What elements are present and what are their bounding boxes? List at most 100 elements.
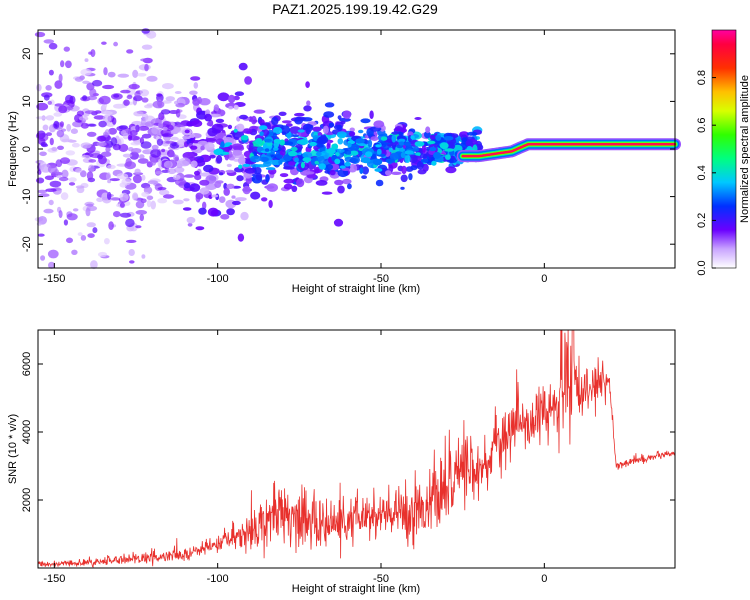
spectrogram-core-blob [316, 151, 322, 157]
spectrogram-blob [127, 147, 134, 152]
spectrogram-blob [44, 175, 55, 181]
spectrogram-blob [123, 99, 130, 106]
spectrogram-blob [101, 41, 107, 45]
spectrogram-core-blob [385, 158, 396, 164]
spectrogram-blob [400, 174, 408, 183]
spectrogram-core-blob [233, 128, 238, 133]
spectrogram-blob [66, 213, 78, 221]
spectrogram-blob [337, 185, 345, 194]
spectrogram-blob [360, 118, 371, 124]
spectrogram-blob [107, 164, 116, 170]
spectrogram-blob [217, 92, 230, 102]
spectrogram-blob [80, 122, 89, 129]
spectrogram-blob [279, 125, 291, 135]
colorbar-tick-label: 0.2 [696, 213, 708, 228]
spectrogram-blob [35, 116, 48, 120]
spectrogram-blob [146, 195, 154, 201]
spectrogram-blob [51, 146, 58, 152]
spectrogram-blob [80, 142, 92, 149]
spectrogram-blob [367, 139, 373, 148]
spectrogram-blob [369, 110, 374, 119]
spectrogram-blob [205, 182, 217, 191]
spectrogram-blob [140, 58, 149, 62]
spectrogram-blob [47, 165, 58, 174]
spectrogram-blob [244, 167, 256, 174]
spectrogram-x-tick-label: -50 [373, 273, 389, 285]
spectrogram-blob [297, 129, 305, 133]
spectrogram-y-ticks: -20 -10 0 10 20 [21, 48, 675, 252]
spectrogram-blob [294, 112, 305, 117]
spectrogram-blob [60, 157, 70, 165]
spectrogram-blob [315, 180, 328, 186]
spectrogram-blob [170, 136, 179, 141]
spectrogram-blob [135, 225, 142, 229]
spectrogram-blob [445, 166, 457, 174]
spectrogram-blob [82, 80, 90, 85]
spectrogram-blob [118, 125, 128, 130]
spectrogram-blob [53, 112, 62, 117]
spectrogram-blob [105, 146, 111, 153]
spectrogram-core-blob [398, 141, 405, 146]
spectrogram-blob [250, 191, 261, 200]
spectrogram-core-blob [255, 138, 263, 145]
spectrogram-core-blob [288, 150, 298, 157]
spectrogram-blob [220, 214, 230, 220]
spectrogram-core-blob [398, 138, 406, 143]
spectrogram-blob [195, 226, 205, 231]
spectrogram-core-blob [240, 135, 249, 141]
spectrogram-blob [226, 208, 235, 216]
spectrogram-blob [214, 181, 222, 188]
spectrogram-blob [66, 123, 72, 132]
spectrogram-blob [103, 111, 113, 115]
spectrogram-blob [141, 174, 146, 181]
spectrogram-blob [349, 127, 355, 133]
spectrogram-blob [104, 238, 110, 245]
spectrogram-blob [116, 203, 122, 208]
spectrogram-blob [237, 233, 245, 242]
spectrogram-core-blob [358, 143, 367, 147]
spectrogram-blob [182, 207, 192, 211]
spectrogram-blob [71, 142, 80, 148]
spectrogram-blob [199, 187, 210, 195]
spectrogram-blob [255, 164, 268, 168]
spectrogram-blob [342, 178, 352, 185]
spectrogram-core-blob [259, 125, 268, 130]
spectrogram-core-blob [300, 161, 305, 169]
spectrogram-y-label: Frequency (Hz) [7, 111, 19, 187]
spectrogram-blob [45, 188, 57, 192]
spectrogram-blob [182, 135, 192, 140]
spectrogram-core-blob [415, 152, 421, 156]
spectrogram-blob [206, 121, 212, 127]
spectrogram-blob [218, 172, 224, 176]
spectrogram-blob [132, 193, 139, 200]
spectrogram-blob [68, 177, 77, 183]
spectrogram-blob [159, 189, 170, 196]
spectrogram-core-blob [433, 151, 441, 159]
spectrogram-blob [401, 165, 407, 175]
spectrogram-core-blob [375, 144, 382, 148]
spectrogram-blob [218, 196, 226, 204]
spectrogram-blobs [34, 28, 484, 270]
spectrogram-core-blob [265, 167, 276, 171]
spectrogram-blob [321, 191, 333, 195]
spectrogram-blob [156, 138, 163, 146]
spectrogram-blob [65, 60, 72, 69]
spectrogram-blob [160, 109, 171, 115]
spectrogram-blob [279, 173, 289, 178]
spectrogram-blob [347, 183, 352, 190]
snr-panel: -150 -100 -50 0 2000 4000 6000 Height of stra… [7, 329, 676, 595]
spectrogram-blob [183, 198, 190, 202]
spectrogram-core-blob [365, 151, 373, 158]
spectrogram-blob [278, 111, 287, 117]
spectrogram-core-blob [326, 148, 336, 154]
spectrogram-blob [305, 81, 310, 88]
spectrogram-blob [170, 152, 176, 158]
spectrogram-blob [36, 177, 45, 184]
spectrogram-blob [150, 200, 156, 210]
spectrogram-blob [54, 80, 63, 89]
spectrogram-blob [225, 169, 235, 173]
spectrogram-blob [58, 73, 63, 83]
spectrogram-core-blob [215, 148, 224, 155]
spectrogram-blob [215, 118, 225, 123]
spectrogram-blob [267, 124, 272, 130]
